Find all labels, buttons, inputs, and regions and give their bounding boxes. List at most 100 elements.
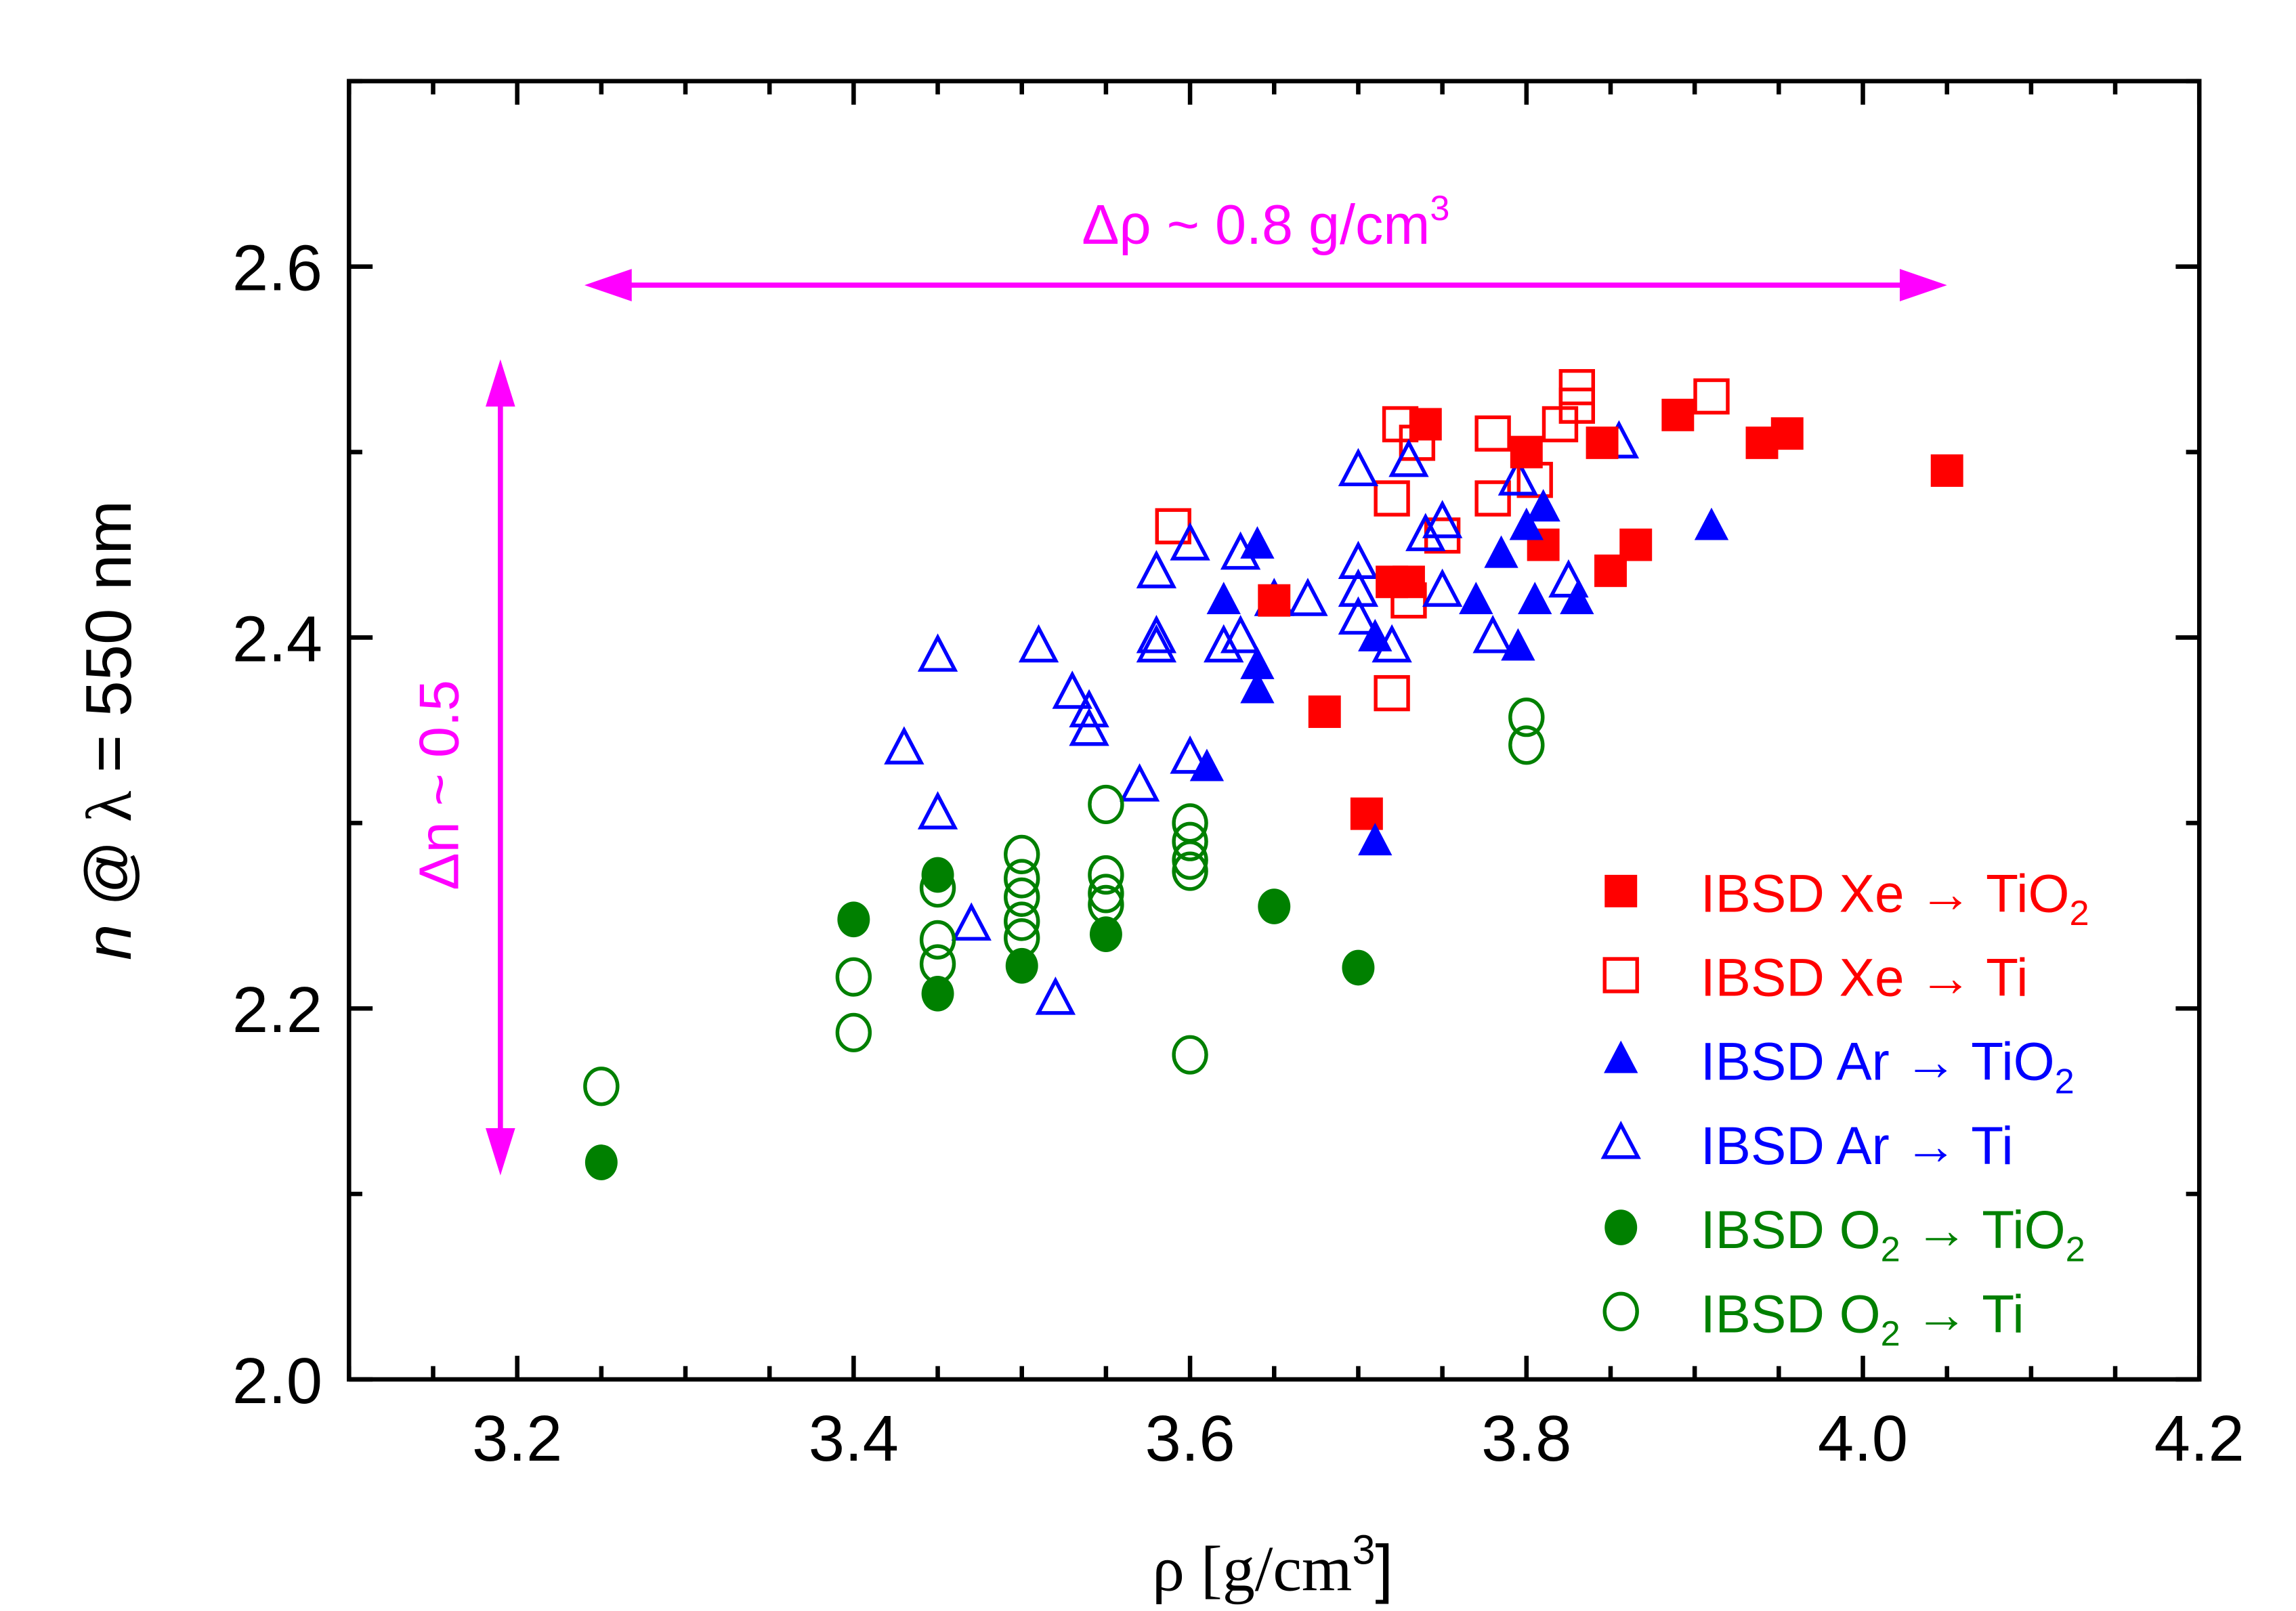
point-ibsd-ar-tio2 xyxy=(1509,507,1544,540)
point-ibsd-ar-tio2 xyxy=(1694,507,1729,540)
point-ibsd-xe-tio2 xyxy=(1745,426,1779,459)
point-ibsd-xe-tio2 xyxy=(1308,695,1341,728)
legend-label-ibsd-o2-tio2: IBSD O2 → TiO2 xyxy=(1701,1200,2085,1270)
point-ibsd-ar-ti xyxy=(1472,615,1513,653)
x-tick-label: 3.6 xyxy=(1145,1402,1235,1475)
point-ibsd-ar-ti xyxy=(1170,735,1210,774)
point-ibsd-o2-ti xyxy=(1088,874,1124,914)
point-ibsd-ar-tio2 xyxy=(1206,582,1241,615)
data-points xyxy=(583,369,1963,1180)
legend-marker-ibsd-ar-tio2 xyxy=(1604,1040,1638,1073)
point-ibsd-o2-tio2 xyxy=(1005,947,1038,984)
point-ibsd-ar-ti xyxy=(1338,596,1379,635)
y-tick-label: 2.2 xyxy=(232,974,322,1046)
x-tick-label: 3.2 xyxy=(472,1402,562,1475)
point-ibsd-ar-ti xyxy=(1422,500,1463,538)
point-ibsd-o2-tio2 xyxy=(921,975,954,1012)
point-ibsd-ar-ti xyxy=(1288,578,1328,616)
point-ibsd-ar-ti xyxy=(1405,513,1446,551)
point-ibsd-ar-tio2 xyxy=(1358,823,1393,856)
point-ibsd-ar-ti xyxy=(1136,624,1177,663)
point-ibsd-ar-ti xyxy=(1338,448,1379,487)
y-axis-label: n @ λ = 550 nm xyxy=(72,500,145,960)
point-ibsd-xe-tio2 xyxy=(1376,565,1409,599)
legend-label-ibsd-xe-ti: IBSD Xe → Ti xyxy=(1701,948,2028,1008)
point-ibsd-xe-ti xyxy=(1542,406,1579,443)
point-ibsd-o2-ti xyxy=(1004,834,1040,874)
point-ibsd-ar-ti xyxy=(1035,976,1076,1015)
x-tick-label: 4.0 xyxy=(1818,1402,1908,1475)
point-ibsd-o2-ti xyxy=(1172,840,1208,880)
point-ibsd-o2-tio2 xyxy=(584,1144,618,1180)
point-ibsd-o2-ti xyxy=(583,1067,620,1107)
point-ibsd-ar-ti xyxy=(1497,457,1539,496)
y-tick-label: 2.0 xyxy=(232,1345,322,1417)
point-ibsd-xe-ti xyxy=(1474,480,1511,517)
point-ibsd-ar-tio2 xyxy=(1189,748,1225,781)
point-ibsd-xe-ti xyxy=(1693,378,1730,415)
legend-marker-ibsd-ar-ti xyxy=(1600,1120,1641,1159)
point-ibsd-ar-tio2 xyxy=(1501,628,1535,661)
point-ibsd-o2-tio2 xyxy=(1342,949,1375,986)
point-ibsd-o2-tio2 xyxy=(837,901,870,938)
y-tick-label: 2.6 xyxy=(232,232,322,305)
point-ibsd-o2-ti xyxy=(1172,821,1208,861)
point-ibsd-ar-tio2 xyxy=(1240,670,1275,704)
point-ibsd-o2-ti xyxy=(1088,784,1124,825)
legend-marker-ibsd-o2-ti xyxy=(1602,1291,1639,1331)
annotations: Δρ ~ 0.8 g/cm3 Δn ~ 0.5 xyxy=(408,189,1947,1176)
delta-n-arrowhead-up xyxy=(486,359,515,407)
delta-n-arrowhead-down xyxy=(486,1127,515,1176)
legend-label-ibsd-ar-tio2: IBSD Ar → TiO2 xyxy=(1701,1032,2075,1102)
point-ibsd-ar-tio2 xyxy=(1358,618,1393,651)
point-ibsd-ar-ti xyxy=(917,633,958,672)
point-ibsd-ar-ti xyxy=(1136,550,1177,588)
point-ibsd-xe-tio2 xyxy=(1350,797,1383,830)
point-ibsd-ar-ti xyxy=(1220,615,1261,653)
x-axis-label: ρ [g/cm3] xyxy=(1152,1526,1393,1604)
point-ibsd-o2-ti xyxy=(1088,855,1124,895)
point-ibsd-xe-tio2 xyxy=(1510,435,1543,469)
point-ibsd-ar-ti xyxy=(1422,568,1463,607)
point-ibsd-xe-ti xyxy=(1558,369,1595,406)
point-ibsd-ar-ti xyxy=(1052,670,1092,709)
point-ibsd-ar-ti xyxy=(1136,615,1177,653)
point-ibsd-xe-ti xyxy=(1374,674,1410,712)
delta-rho-label: Δρ ~ 0.8 g/cm3 xyxy=(1082,189,1449,256)
point-ibsd-ar-tio2 xyxy=(1484,535,1518,568)
point-ibsd-ar-ti xyxy=(1338,568,1379,607)
point-ibsd-o2-ti xyxy=(919,920,956,960)
legend-label-ibsd-xe-tio2: IBSD Xe → TiO2 xyxy=(1701,863,2089,933)
point-ibsd-xe-tio2 xyxy=(1930,454,1963,487)
x-tick-label: 3.8 xyxy=(1481,1402,1571,1475)
point-ibsd-ar-ti xyxy=(1119,763,1160,802)
point-ibsd-ar-tio2 xyxy=(1240,646,1275,679)
point-ibsd-ar-ti xyxy=(1069,707,1109,746)
legend-marker-ibsd-xe-ti xyxy=(1602,957,1639,993)
point-ibsd-xe-tio2 xyxy=(1586,426,1619,459)
x-tick-label: 4.2 xyxy=(2154,1402,2245,1475)
point-ibsd-xe-ti xyxy=(1474,415,1511,452)
point-ibsd-xe-ti xyxy=(1374,480,1410,517)
point-ibsd-xe-tio2 xyxy=(1661,398,1695,431)
delta-rho-arrowhead-left xyxy=(584,269,632,302)
point-ibsd-ar-ti xyxy=(951,902,992,941)
point-ibsd-o2-ti xyxy=(1508,697,1545,737)
point-ibsd-ar-tio2 xyxy=(1518,582,1552,615)
point-ibsd-ar-tio2 xyxy=(1459,582,1493,615)
point-ibsd-o2-ti xyxy=(1004,877,1040,917)
point-ibsd-xe-tio2 xyxy=(1409,408,1442,441)
point-ibsd-ar-ti xyxy=(1170,522,1210,561)
point-ibsd-ar-ti xyxy=(1069,689,1109,728)
legend-label-ibsd-o2-ti: IBSD O2 → Ti xyxy=(1701,1284,2024,1354)
y-tick-label: 2.4 xyxy=(232,603,322,675)
point-ibsd-ar-ti xyxy=(1018,624,1059,663)
legend: IBSD Xe → TiO2 IBSD Xe → Ti IBSD Ar → TiO2… xyxy=(1600,863,2089,1354)
point-ibsd-o2-tio2 xyxy=(921,857,954,893)
point-ibsd-o2-ti xyxy=(1172,1035,1208,1075)
point-ibsd-xe-tio2 xyxy=(1258,584,1291,617)
delta-rho-arrowhead-right xyxy=(1899,269,1947,302)
axis-ticks xyxy=(347,79,2202,1382)
point-ibsd-ar-tio2 xyxy=(1560,582,1594,615)
point-ibsd-ar-ti xyxy=(1388,438,1429,477)
